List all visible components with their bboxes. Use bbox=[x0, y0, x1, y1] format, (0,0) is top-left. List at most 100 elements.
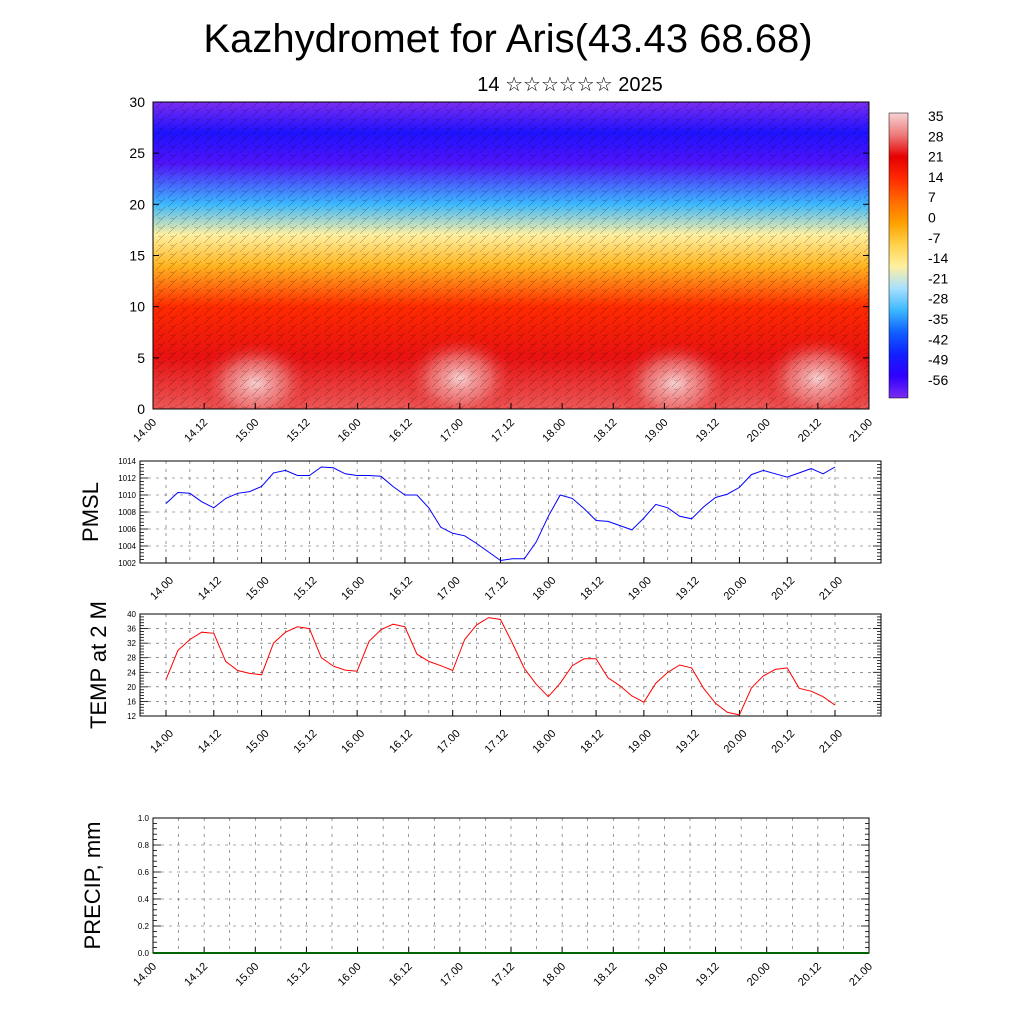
colorbar-label: 28 bbox=[928, 128, 944, 144]
x-tick-label: 15.00 bbox=[244, 575, 272, 603]
colorbar-labels: 35 28 21 14 7 0 -7 -14 -21 -28 -35 -42 -49 -56 bbox=[928, 108, 948, 388]
y-tick-label: 0.2 bbox=[138, 922, 150, 931]
x-tick-label: 16.00 bbox=[339, 575, 367, 603]
x-tick-label: 17.00 bbox=[435, 728, 463, 756]
colorbar-label: -7 bbox=[928, 230, 941, 246]
colorbar-label: -14 bbox=[928, 250, 948, 266]
y-tick-label: 20 bbox=[127, 683, 136, 692]
y-tick-label: 36 bbox=[127, 625, 136, 634]
y-tick-label: 32 bbox=[127, 639, 136, 648]
heatmap-panel: 0 5 10 15 20 25 30 14.00 14.12 15.00 15.12 16.00 16… bbox=[129, 94, 875, 445]
x-tick-label: 18.00 bbox=[530, 728, 558, 756]
x-tick-label: 17.12 bbox=[489, 961, 517, 989]
heatmap-y-tick-label: 25 bbox=[129, 145, 145, 161]
x-tick-label: 19.00 bbox=[643, 961, 671, 989]
heatmap-x-tick-label: 14.12 bbox=[182, 417, 210, 445]
y-tick-label: 1008 bbox=[118, 508, 136, 517]
x-tick-label: 19.00 bbox=[626, 728, 654, 756]
heatmap-y-tick-label: 5 bbox=[137, 350, 145, 366]
x-tick-label: 15.00 bbox=[233, 961, 261, 989]
y-tick-label: 12 bbox=[127, 712, 136, 721]
x-tick-label: 19.12 bbox=[674, 575, 702, 603]
y-tick-label: 1006 bbox=[118, 525, 136, 534]
series-line bbox=[165, 466, 836, 562]
heatmap-x-tick-label: 19.00 bbox=[643, 417, 671, 445]
x-tick-label: 17.12 bbox=[483, 728, 511, 756]
x-tick-label: 15.12 bbox=[292, 575, 320, 603]
heatmap-x-tick-label: 16.12 bbox=[387, 417, 415, 445]
y-tick-label: 0.0 bbox=[138, 949, 150, 958]
y-tick-label: 24 bbox=[127, 668, 136, 677]
colorbar-label: 14 bbox=[928, 169, 944, 185]
heatmap-x-tick-label: 17.12 bbox=[489, 417, 517, 445]
heatmap-y-axis: 0 5 10 15 20 25 30 bbox=[129, 94, 869, 417]
x-tick-label: 17.00 bbox=[435, 575, 463, 603]
x-tick-label: 18.00 bbox=[540, 961, 568, 989]
pmsl-panel: 1002 1004 1006 1008 1010 1012 1014 14.00 14.12 15… bbox=[78, 457, 882, 603]
heatmap-x-tick-label: 16.00 bbox=[336, 417, 364, 445]
heatmap-y-tick-label: 0 bbox=[137, 401, 145, 417]
x-tick-label: 19.12 bbox=[694, 961, 722, 989]
x-tick-label: 20.12 bbox=[796, 961, 824, 989]
x-tick-label: 19.12 bbox=[674, 728, 702, 756]
x-tick-label: 18.12 bbox=[591, 961, 619, 989]
x-tick-label: 20.12 bbox=[769, 728, 797, 756]
colorbar-label: -56 bbox=[928, 372, 948, 388]
y-tick-label: 1012 bbox=[118, 474, 136, 483]
colorbar-label: -21 bbox=[928, 270, 948, 286]
x-tick-label: 19.00 bbox=[626, 575, 654, 603]
colorbar: 35 28 21 14 7 0 -7 -14 -21 -28 -35 -42 -49 -56 bbox=[888, 108, 948, 399]
x-tick-label: 17.12 bbox=[483, 575, 511, 603]
wind-barb-overlay bbox=[153, 102, 869, 409]
colorbar-label: -35 bbox=[928, 311, 948, 327]
colorbar-label: 0 bbox=[928, 210, 936, 226]
y-tick-label: 40 bbox=[127, 610, 136, 619]
x-tick-label: 18.12 bbox=[578, 728, 606, 756]
heatmap-x-tick-label: 17.00 bbox=[438, 417, 466, 445]
heatmap-x-tick-label: 18.00 bbox=[540, 417, 568, 445]
heatmap-y-tick-label: 20 bbox=[129, 196, 145, 212]
x-tick-label: 15.12 bbox=[292, 728, 320, 756]
y-tick-label: 0.8 bbox=[138, 841, 150, 850]
x-tick-label: 15.12 bbox=[285, 961, 313, 989]
x-tick-label: 16.00 bbox=[336, 961, 364, 989]
x-tick-label: 21.00 bbox=[847, 961, 875, 989]
y-tick-label: 28 bbox=[127, 654, 136, 663]
heatmap-y-tick-label: 15 bbox=[129, 248, 145, 264]
y-tick-label: 1002 bbox=[118, 559, 136, 568]
colorbar-label: 21 bbox=[928, 149, 944, 165]
heatmap-x-tick-label: 19.12 bbox=[694, 417, 722, 445]
heatmap-x-tick-label: 20.12 bbox=[796, 417, 824, 445]
heatmap-y-tick-label: 10 bbox=[129, 299, 145, 315]
y-tick-label: 0.4 bbox=[138, 895, 150, 904]
panel-frame bbox=[139, 460, 882, 564]
colorbar-scale bbox=[888, 112, 909, 399]
x-tick-label: 21.00 bbox=[817, 728, 845, 756]
x-tick-label: 16.12 bbox=[387, 961, 415, 989]
x-tick-label: 20.12 bbox=[769, 575, 797, 603]
y-tick-label: 0.6 bbox=[138, 868, 150, 877]
x-tick-label: 14.12 bbox=[182, 961, 210, 989]
y-tick-label: 1004 bbox=[118, 542, 136, 551]
heatmap-y-tick-label: 30 bbox=[129, 94, 145, 110]
colorbar-label: -28 bbox=[928, 291, 948, 307]
panel-frame bbox=[139, 613, 882, 717]
y-axis-label: PMSL bbox=[78, 482, 103, 542]
x-tick-label: 21.00 bbox=[817, 575, 845, 603]
heatmap-x-tick-label: 14.00 bbox=[131, 417, 159, 445]
x-tick-label: 17.00 bbox=[438, 961, 466, 989]
x-tick-label: 20.00 bbox=[745, 961, 773, 989]
colorbar-label: 7 bbox=[928, 189, 936, 205]
heatmap-x-tick-label: 21.00 bbox=[847, 417, 875, 445]
heatmap-x-tick-label: 15.12 bbox=[285, 417, 313, 445]
x-tick-label: 16.12 bbox=[387, 575, 415, 603]
colorbar-label: -42 bbox=[928, 331, 948, 347]
colorbar-label: 35 bbox=[928, 108, 944, 124]
heatmap-x-tick-label: 20.00 bbox=[745, 417, 773, 445]
x-tick-label: 15.00 bbox=[244, 728, 272, 756]
y-tick-label: 1010 bbox=[118, 491, 136, 500]
colorbar-label: -49 bbox=[928, 352, 948, 368]
x-tick-label: 14.00 bbox=[148, 728, 176, 756]
heatmap-x-tick-label: 18.12 bbox=[591, 417, 619, 445]
